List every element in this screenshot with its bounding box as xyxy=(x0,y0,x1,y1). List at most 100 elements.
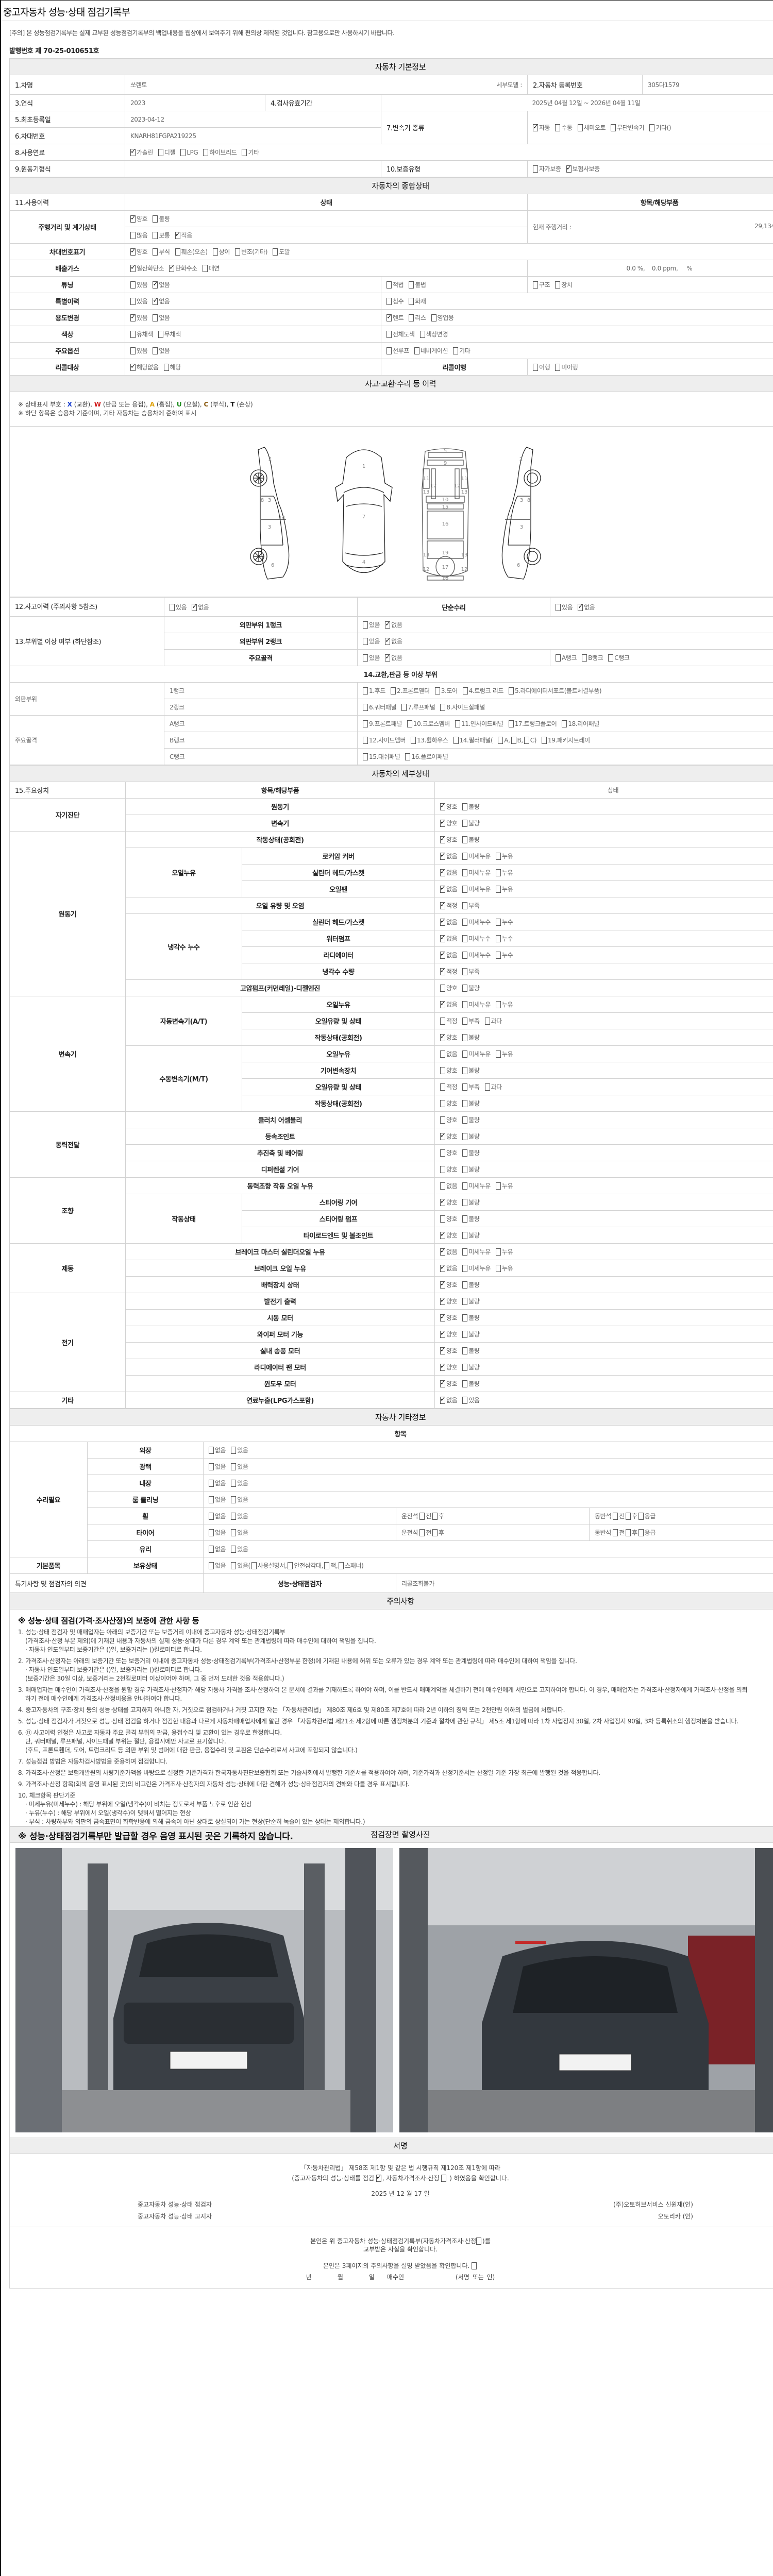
checkbox-unchecked[interactable] xyxy=(414,347,419,354)
checkbox-option[interactable]: 기타 xyxy=(242,148,259,157)
checkbox-option[interactable]: 10.크로스멤버 xyxy=(407,719,450,728)
checkbox-option[interactable]: 불량 xyxy=(462,802,480,811)
checkbox-unchecked[interactable] xyxy=(462,968,468,975)
checkbox-option[interactable]: A, xyxy=(498,737,510,744)
checkbox-unchecked[interactable] xyxy=(562,720,567,727)
checkbox-option[interactable]: 불량 xyxy=(462,984,480,992)
checkbox-option[interactable]: 있음 xyxy=(231,1528,248,1537)
checkbox-option[interactable]: 1.후드 xyxy=(363,686,385,695)
checkbox-unchecked[interactable] xyxy=(440,1149,445,1157)
checkbox-option[interactable]: 부족 xyxy=(462,1082,480,1091)
checkbox-option[interactable]: 양호 xyxy=(440,1132,458,1141)
checkbox-checked[interactable] xyxy=(440,868,446,876)
checkbox-option[interactable]: 있음 xyxy=(363,637,380,646)
checkbox-checked[interactable] xyxy=(169,264,175,272)
checkbox-unchecked[interactable] xyxy=(462,1248,468,1256)
checkbox-unchecked[interactable] xyxy=(556,654,561,662)
checkbox-checked[interactable] xyxy=(130,148,136,156)
checkbox-option[interactable]: 적음 xyxy=(175,231,192,240)
checkbox-unchecked[interactable] xyxy=(440,1018,445,1025)
checkbox-unchecked[interactable] xyxy=(363,720,368,727)
checkbox-option[interactable]: 미세누유 xyxy=(462,868,491,877)
checkbox-unchecked[interactable] xyxy=(153,314,158,321)
checkbox-unchecked[interactable] xyxy=(509,687,514,694)
checkbox-unchecked[interactable] xyxy=(462,1265,468,1272)
checkbox-option[interactable]: 있음 xyxy=(462,1396,480,1404)
checkbox-checked[interactable] xyxy=(440,802,446,810)
checkbox-option[interactable]: 미세누유 xyxy=(462,1000,491,1009)
checkbox-unchecked[interactable] xyxy=(363,704,368,711)
checkbox-checked[interactable] xyxy=(440,901,446,909)
checkbox-option[interactable]: 불량 xyxy=(462,1280,480,1289)
checkbox-option[interactable]: 없음 xyxy=(440,918,458,926)
checkbox-unchecked[interactable] xyxy=(462,853,468,860)
checkbox-option[interactable]: 없음 xyxy=(209,1462,226,1471)
checkbox-option[interactable]: 있음 xyxy=(556,603,573,612)
checkbox-option[interactable]: 있음 xyxy=(231,1446,248,1454)
checkbox-unchecked[interactable] xyxy=(495,919,501,926)
checkbox-unchecked[interactable] xyxy=(462,985,468,992)
checkbox-option[interactable]: 후 xyxy=(432,1528,444,1537)
checkbox-checked[interactable] xyxy=(440,1033,446,1041)
checkbox-option[interactable]: 있음 xyxy=(231,1462,248,1471)
checkbox-option[interactable]: 불량 xyxy=(153,214,170,223)
checkbox-checked[interactable] xyxy=(130,214,136,223)
checkbox-option[interactable]: 양호 xyxy=(440,1148,458,1157)
checkbox-unchecked[interactable] xyxy=(441,2175,447,2182)
checkbox-option[interactable]: 있음 xyxy=(363,653,380,662)
photo-rear[interactable] xyxy=(399,1848,773,2132)
checkbox-option[interactable]: 없음 xyxy=(440,1396,458,1404)
checkbox-unchecked[interactable] xyxy=(363,654,368,662)
checkbox-option[interactable]: 불량 xyxy=(462,1132,480,1141)
checkbox-option[interactable]: C랭크 xyxy=(608,653,630,662)
checkbox-unchecked[interactable] xyxy=(158,149,163,156)
checkbox-unchecked[interactable] xyxy=(401,704,407,711)
checkbox-checked[interactable] xyxy=(440,1297,446,1305)
checkbox-unchecked[interactable] xyxy=(462,1298,468,1305)
checkbox-checked[interactable] xyxy=(440,819,446,827)
checkbox-option[interactable]: 양호 xyxy=(440,1379,458,1388)
checkbox-unchecked[interactable] xyxy=(462,1331,468,1338)
checkbox-unchecked[interactable] xyxy=(462,869,468,876)
checkbox-option[interactable]: 세미오토 xyxy=(577,123,606,132)
checkbox-unchecked[interactable] xyxy=(231,1480,237,1487)
checkbox-unchecked[interactable] xyxy=(288,1562,293,1569)
checkbox-unchecked[interactable] xyxy=(462,1050,468,1058)
checkbox-unchecked[interactable] xyxy=(170,603,175,611)
checkbox-checked[interactable] xyxy=(566,164,572,173)
checkbox-option[interactable]: A랭크 xyxy=(556,653,577,662)
checkbox-option[interactable]: 보험사보증 xyxy=(566,164,600,173)
checkbox-option[interactable]: 3.도어 xyxy=(434,686,458,695)
checkbox-checked[interactable] xyxy=(130,313,136,321)
checkbox-option[interactable]: 불법 xyxy=(409,280,426,289)
checkbox-checked[interactable] xyxy=(440,835,446,843)
checkbox-checked[interactable] xyxy=(440,1396,446,1404)
checkbox-unchecked[interactable] xyxy=(462,1232,468,1239)
checkbox-unchecked[interactable] xyxy=(462,1149,468,1157)
checkbox-checked[interactable] xyxy=(130,264,136,272)
checkbox-option[interactable]: 응급 xyxy=(638,1528,656,1537)
checkbox-unchecked[interactable] xyxy=(495,1265,501,1272)
checkbox-checked[interactable] xyxy=(440,1313,446,1321)
checkbox-unchecked[interactable] xyxy=(495,886,501,893)
checkbox-option[interactable]: 훼손(오손) xyxy=(175,247,208,256)
checkbox-option[interactable]: 많음 xyxy=(130,231,148,240)
checkbox-unchecked[interactable] xyxy=(163,364,169,371)
checkbox-option[interactable]: 미이행 xyxy=(555,363,578,371)
checkbox-option[interactable]: 16.플로어패널 xyxy=(405,752,448,761)
checkbox-unchecked[interactable] xyxy=(386,331,392,338)
checkbox-checked[interactable] xyxy=(440,885,446,893)
checkbox-option[interactable]: 미세누유 xyxy=(462,885,491,893)
checkbox-option[interactable]: 19.패키지트레이 xyxy=(542,736,590,744)
checkbox-option[interactable]: 누유 xyxy=(495,885,513,893)
checkbox-unchecked[interactable] xyxy=(533,281,538,289)
checkbox-option[interactable]: 미세누수 xyxy=(462,918,491,926)
checkbox-option[interactable]: 양호 xyxy=(440,835,458,844)
checkbox-option[interactable]: 양호 xyxy=(130,247,148,256)
checkbox-option[interactable]: 14.필러패널( xyxy=(453,736,493,744)
checkbox-option[interactable]: 부식 xyxy=(153,247,170,256)
checkbox-unchecked[interactable] xyxy=(209,1562,214,1569)
checkbox-unchecked[interactable] xyxy=(524,737,529,744)
checkbox-option[interactable]: 스패너) xyxy=(339,1561,364,1570)
checkbox-checked[interactable] xyxy=(440,918,446,926)
